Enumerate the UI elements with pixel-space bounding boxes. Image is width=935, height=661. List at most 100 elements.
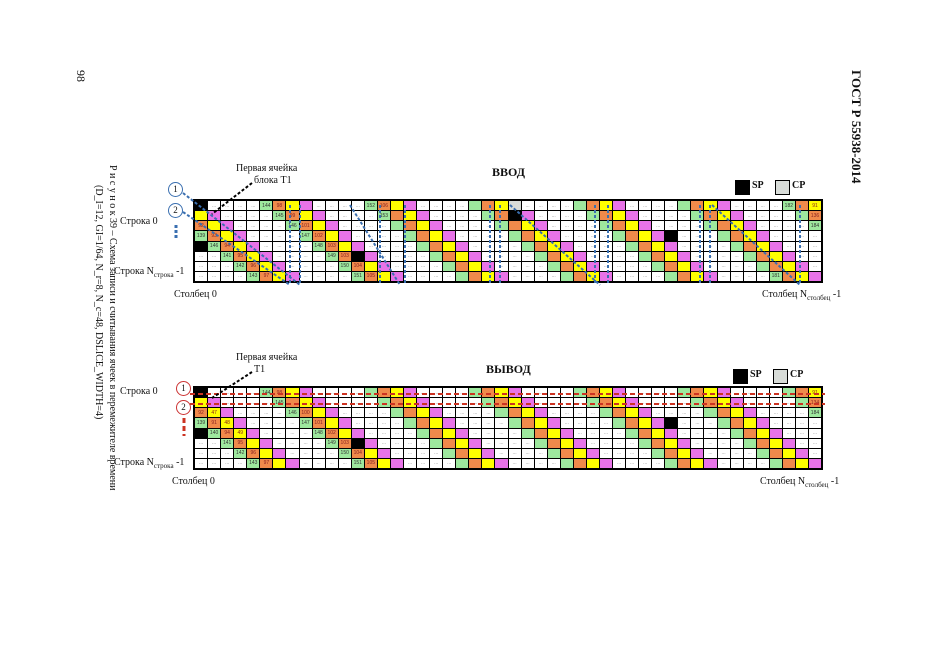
grid-cell [782,438,795,448]
grid-cell [678,458,691,468]
grid-cell [691,261,704,271]
grid-cell [521,408,534,418]
grid-cell [495,271,508,281]
grid-cell [795,261,808,271]
grid-cell [390,398,403,408]
grid-cell: ... [208,261,221,271]
grid-cell: ... [691,408,704,418]
grid-cell: ... [652,398,665,408]
grid-cell: ... [613,241,626,251]
grid-cell: ... [430,271,443,281]
grid-cell: ... [626,448,639,458]
grid-cell: ... [351,388,364,398]
grid-cell [534,428,547,438]
grid-cell: ... [495,428,508,438]
grid-cell [508,221,521,231]
grid-cell: ... [769,221,782,231]
grid-cell [469,251,482,261]
grid-cell: ... [730,251,743,261]
grid-cell [521,231,534,241]
grid-cell: 143 [247,271,260,281]
grid-cell: ... [273,418,286,428]
grid-cell [743,221,756,231]
grid-cell: ... [377,241,390,251]
grid-cell: ... [808,231,821,241]
grid-cell [521,211,534,221]
grid-cell: ... [417,251,430,261]
grid-cell: 104 [351,448,364,458]
input-title: ВВОД [492,165,525,179]
grid-cell [599,271,612,281]
grid-cell [260,261,273,271]
grid-cell [443,448,456,458]
grid-cell: ... [586,221,599,231]
grid-cell [247,241,260,251]
grid-cell [417,418,430,428]
grid-cell [430,231,443,241]
first-cell-label: Первая ячейка [236,352,298,363]
grid-cell: ... [390,418,403,428]
grid-cell: ... [390,448,403,458]
grid-cell [508,398,521,408]
grid-cell [377,271,390,281]
grid-cell [599,398,612,408]
grid-cell [443,428,456,438]
grid-cell [430,241,443,251]
grid-cell [534,408,547,418]
grid-cell: ... [404,458,417,468]
grid-cell: ... [599,438,612,448]
grid-cell [521,398,534,408]
grid-cell: ... [665,408,678,418]
grid-cell: ... [639,271,652,281]
grid-cell: ... [717,241,730,251]
grid-cell [495,201,508,211]
grid-cell [704,408,717,418]
grid-cell: 144 [260,388,273,398]
grid-cell [626,418,639,428]
grid-cell: ... [430,261,443,271]
grid-cell: 92 [195,408,208,418]
grid-cell: ... [691,251,704,261]
grid-cell: ... [286,231,299,241]
grid-cell [299,398,312,408]
grid-cell [730,418,743,428]
grid-cell: ... [247,221,260,231]
grid-cell: ... [547,408,560,418]
grid-cell [547,418,560,428]
grid-cell [756,418,769,428]
grid-cell [312,221,325,231]
grid-cell [469,448,482,458]
grid-cell: ... [573,398,586,408]
grid-cell: ... [704,448,717,458]
grid-cell [743,241,756,251]
grid-cell [678,438,691,448]
marker-2: 2 [176,400,191,415]
grid-cell: ... [717,458,730,468]
grid-cell [743,428,756,438]
grid-cell [390,201,403,211]
grid-cell [456,448,469,458]
col-last-label: Столбец Nстолбец -1 [762,289,842,302]
grid-cell [586,398,599,408]
grid-cell: 103 [325,241,338,251]
grid-cell: ... [377,438,390,448]
grid-cell [338,418,351,428]
grid-cell: 148 [312,428,325,438]
grid-cell [652,448,665,458]
grid-cell [782,388,795,398]
cp-swatch [775,180,790,195]
grid-cell: ... [573,241,586,251]
grid-cell: 93 [208,231,221,241]
first-cell-label-2: T1 [254,364,266,375]
grid-cell [338,241,351,251]
grid-cell: ... [247,211,260,221]
grid-cell: 149 [325,251,338,261]
grid-cell: ... [469,398,482,408]
grid-cell: 92 [195,221,208,231]
grid-cell [626,231,639,241]
grid-cell: ... [730,261,743,271]
grid-cell: ... [286,241,299,251]
grid-cell [586,388,599,398]
grid-cell [613,418,626,428]
